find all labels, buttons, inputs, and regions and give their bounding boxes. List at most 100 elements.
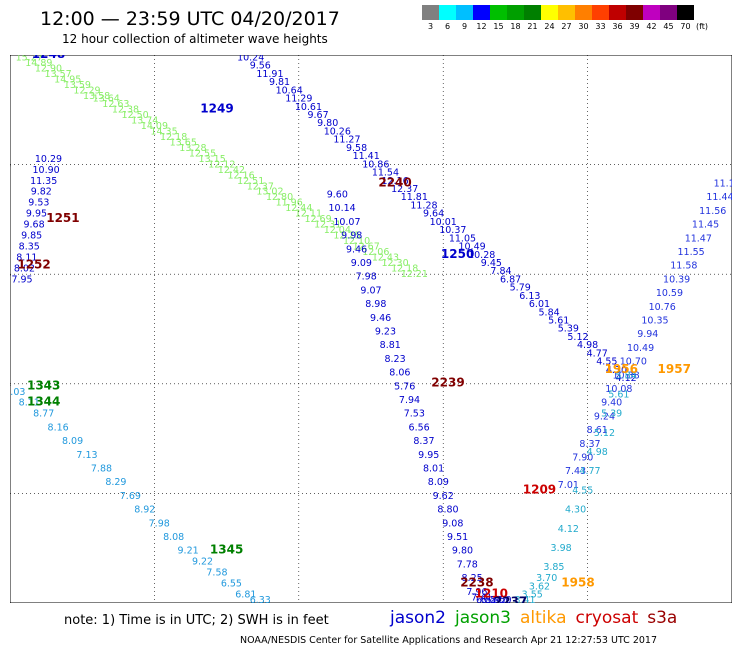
swh-value: 8.37 (413, 436, 434, 447)
swh-value: 8.06 (389, 368, 410, 379)
y-tick-label: 60 (10, 55, 11, 60)
swh-value: 5.84 (539, 307, 560, 318)
altimeter-map[interactable]: -30-27-24-21-18-15605856545250 15.2714.8… (10, 55, 732, 603)
swh-value: 10.64 (276, 85, 303, 96)
swh-value: 7.13 (76, 450, 97, 461)
swh-value: 12.10 (343, 236, 370, 247)
swh-value: 10.24 (237, 55, 264, 63)
swh-value: 5.61 (608, 390, 629, 401)
pass-id-label: 1250 (441, 247, 474, 261)
swh-value: 12.63 (102, 99, 129, 110)
swh-value: 9.53 (28, 198, 49, 209)
swh-value: 8.01 (423, 463, 444, 474)
swh-value: 5.84 (616, 370, 637, 381)
y-tick-label: 54 (10, 380, 11, 389)
swh-value: 11.44 (706, 192, 732, 203)
map-frame (10, 55, 732, 603)
swh-value: 10.70 (620, 357, 647, 368)
swh-value: 9.09 (351, 258, 372, 269)
swh-value: 5.12 (567, 332, 588, 343)
swh-value: 5.50 (490, 595, 511, 603)
swh-value: 11.81 (401, 192, 428, 203)
swh-value: 3.85 (543, 562, 564, 573)
pass-id-label: 1345 (210, 543, 243, 557)
swh-value: 6.24 (481, 595, 502, 603)
swh-value: 8.77 (33, 409, 54, 420)
pass-id-label: 1209 (523, 482, 556, 496)
swh-value: 12.25 (333, 231, 360, 242)
swh-value: 5.39 (601, 409, 622, 420)
swh-value: 9.24 (594, 411, 615, 422)
swh-value: 12.16 (227, 170, 254, 181)
pass-id-label: 1343 (27, 378, 60, 392)
swh-value: 9.95 (418, 450, 439, 461)
map-gridlines (10, 55, 732, 603)
swh-value: 10.86 (362, 159, 389, 170)
swh-value: 13.28 (179, 143, 206, 154)
swh-value: 4.77 (587, 348, 608, 359)
swh-value: 9.67 (307, 110, 328, 121)
swh-value: 14.89 (25, 58, 52, 69)
swh-value: 8.37 (579, 439, 600, 450)
swh-value: 9.56 (250, 61, 271, 72)
swh-value: 15.27 (16, 55, 43, 63)
swh-value: 7.84 (490, 266, 511, 277)
swh-value: 12.51 (237, 176, 264, 187)
colorbar-label: 3 (427, 22, 434, 31)
swh-value: 11.28 (410, 200, 437, 211)
colorbar-swatch (558, 5, 575, 20)
colorbar-label: 39 (629, 22, 640, 31)
pass-ids: 1248 1249 1251 1250 1343 1957 1956 1345 1252 1344… (17, 55, 691, 603)
colorbar-label: 33 (595, 22, 606, 31)
colorbar-swatch (439, 5, 456, 20)
swh-value: 7.41 (471, 592, 492, 603)
swh-value: 9.82 (31, 187, 52, 198)
swh-value: 4.55 (572, 485, 593, 496)
swh-value: 7.43 (565, 466, 586, 477)
colorbar-label: 21 (527, 22, 538, 31)
swh-value: 7.90 (572, 453, 593, 464)
swh-value: 6.55 (221, 579, 242, 590)
swh-value: 9.64 (423, 209, 444, 220)
swh-value: 6.13 (519, 291, 540, 302)
swh-value: 8.11 (19, 398, 40, 409)
swh-value: 4.30 (606, 365, 627, 376)
swh-value: 12.21 (401, 269, 428, 280)
swh-value: 7.01 (558, 480, 579, 491)
swh-value: 9.51 (447, 532, 468, 543)
swh-value: 8.11 (16, 253, 37, 264)
swh-value: 9.40 (601, 398, 622, 409)
satellite-tracks: 15.2714.8912.9013.5714.9513.5912.2913.58… (10, 55, 732, 603)
swh-value: 10.35 (641, 316, 668, 327)
swh-value: 12.18 (391, 263, 418, 274)
swh-value: 4.98 (587, 447, 608, 458)
colorbar-label: 12 (476, 22, 487, 31)
pass-id-label: 1249 (200, 102, 233, 116)
colorbar-swatch (575, 5, 592, 20)
swh-value: 9.60 (327, 189, 348, 200)
colorbar-label: 70 (680, 22, 691, 31)
swh-value: 11.45 (692, 220, 719, 231)
swh-value: 8.02 (14, 263, 35, 274)
colorbar-label: 30 (578, 22, 589, 31)
swh-value: 8.81 (380, 340, 401, 351)
swh-value: 11.96 (276, 198, 303, 209)
swh-value: 6.87 (500, 274, 521, 285)
swh-value: 12.67 (353, 242, 380, 253)
swh-value: 4.12 (616, 373, 637, 384)
swh-value: 12.55 (189, 148, 216, 159)
swh-value: 12.80 (266, 192, 293, 203)
swh-value: 5.61 (548, 316, 569, 327)
swh-value: 10.38 (613, 370, 640, 381)
colorbar-swatch (626, 5, 643, 20)
colorbar-label: 24 (544, 22, 555, 31)
pass-id-label: 2238 (460, 576, 493, 590)
swh-value: 8.09 (62, 436, 83, 447)
swh-value: 12.50 (122, 110, 149, 121)
swh-value: 12.18 (160, 132, 187, 143)
swh-value: 10.59 (656, 288, 683, 299)
swh-value: 14.95 (54, 74, 81, 85)
colorbar-swatch (507, 5, 524, 20)
swh-value: 6.33 (250, 595, 271, 603)
colorbar-label: 42 (646, 22, 657, 31)
